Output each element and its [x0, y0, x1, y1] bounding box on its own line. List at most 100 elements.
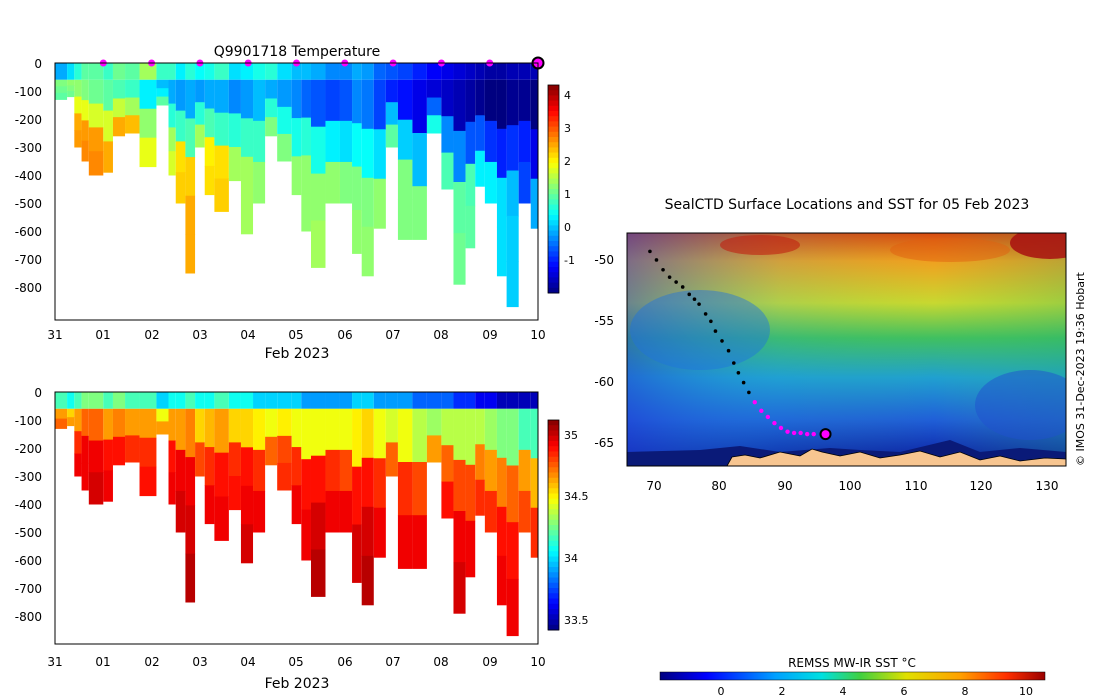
- profile-depth-cell: [453, 182, 466, 234]
- colorbar-swatch: [548, 199, 559, 206]
- profile-depth-cell: [385, 102, 398, 126]
- colorbar-swatch: [548, 561, 559, 568]
- colorbar-tick-label: 1: [564, 188, 571, 201]
- profile-surface-cell: [475, 63, 485, 80]
- profile-surface-cell: [506, 392, 519, 409]
- profile-depth-cell: [352, 123, 362, 168]
- profile-depth-cell: [465, 79, 476, 123]
- colorbar-swatch: [548, 137, 559, 143]
- colorbar-swatch: [548, 116, 559, 122]
- colorbar-swatch: [548, 525, 559, 531]
- colorbar-tick-label: 6: [901, 685, 908, 698]
- profile-depth-cell: [277, 79, 292, 108]
- profile-depth-cell: [277, 462, 292, 491]
- colorbar-swatch: [548, 267, 559, 273]
- profile-depth-cell: [195, 79, 205, 103]
- colorbar-swatch: [548, 189, 559, 195]
- colorbar-swatch: [548, 85, 559, 91]
- profile-depth-cell: [74, 431, 82, 455]
- profile-surface-cell: [325, 63, 340, 80]
- profile-depth-cell: [325, 449, 340, 492]
- colorbar-swatch: [548, 90, 559, 96]
- profile-surface-cell: [291, 392, 302, 409]
- colorbar-frame: [547, 419, 560, 631]
- profile-depth-cell: [240, 447, 254, 487]
- profile-surface-cell: [253, 392, 266, 409]
- profile-depth-cell: [240, 195, 254, 235]
- colorbar-swatch: [548, 540, 559, 547]
- y-tick-label: -400: [15, 169, 42, 183]
- track-point: [713, 329, 718, 333]
- colorbar-swatch: [548, 194, 559, 200]
- profile-depth-cell: [412, 79, 427, 134]
- colorbar-swatch: [548, 168, 559, 174]
- colorbar-tick-label: 3: [564, 122, 571, 135]
- profile-depth-cell: [465, 464, 476, 522]
- profile-depth-cell: [484, 490, 497, 533]
- track-point: [654, 258, 659, 262]
- y-tick-label: -100: [15, 414, 42, 428]
- profile-depth-cell: [67, 408, 75, 418]
- colorbar-swatch: [548, 178, 559, 185]
- profile-surface-cell: [475, 392, 485, 409]
- salinity-y-axis: 0 -100 -200 -300 -400 -500 -600 -700 -80…: [15, 386, 42, 624]
- profile-depth-cell: [339, 161, 353, 204]
- temperature-title: Q9901718 Temperature: [214, 44, 381, 60]
- profile-depth-cell: [112, 79, 126, 99]
- profile-depth-cell: [453, 233, 466, 285]
- profile-surface-cell: [156, 392, 169, 409]
- profile-depth-cell: [412, 186, 427, 240]
- profile-depth-cell: [88, 103, 104, 128]
- x-tick-label: 07: [385, 655, 400, 669]
- colorbar-swatch: [548, 451, 559, 458]
- profile-depth-cell: [253, 161, 266, 204]
- track-point: [726, 348, 731, 353]
- profile-depth-cell: [506, 170, 519, 217]
- track-point: [680, 285, 685, 289]
- profile-depth-cell: [441, 116, 454, 154]
- profile-depth-cell: [175, 141, 186, 173]
- temperature-panel: Q9901718 Temperature 0 -100 -200 -300 -4…: [15, 44, 575, 362]
- profile-depth-cell: [475, 150, 485, 187]
- y-tick-label: -600: [15, 225, 42, 239]
- profile-surface-cell: [125, 392, 140, 409]
- colorbar-swatch: [548, 183, 559, 190]
- warm-patch: [720, 235, 800, 255]
- colorbar-swatch: [548, 609, 559, 615]
- x-tick-label: 01: [95, 655, 110, 669]
- sst-colorbar-labels: 0 2 4 6 8 10: [718, 685, 1034, 698]
- profile-surface-cell: [352, 392, 362, 409]
- profile-depth-cell: [291, 79, 302, 119]
- profile-depth-cell: [214, 112, 229, 147]
- x-tick-label: 03: [192, 328, 207, 342]
- profile-depth-cell: [397, 199, 413, 240]
- profile-surface-cell: [310, 63, 326, 80]
- profile-surface-cell: [361, 392, 374, 409]
- colorbar-tick-label: 34: [564, 552, 578, 565]
- profile-depth-cell: [214, 496, 229, 541]
- profile-depth-cell: [412, 462, 427, 516]
- colorbar-swatch: [548, 504, 559, 510]
- profile-depth-cell: [81, 408, 89, 437]
- colorbar-swatch: [548, 209, 559, 216]
- profile-depth-cell: [301, 509, 311, 561]
- profile-depth-cell: [301, 117, 311, 156]
- colorbar-swatch: [548, 493, 559, 500]
- profile-depth-cell: [465, 163, 476, 207]
- profile-depth-cell: [156, 408, 169, 422]
- profile-depth-cell: [185, 457, 196, 506]
- profile-surface-cell: [277, 63, 292, 80]
- colorbar-swatch: [548, 241, 559, 247]
- profile-depth-cell: [185, 157, 196, 197]
- profile-depth-cell: [310, 79, 326, 128]
- track-point: [674, 280, 678, 284]
- profile-depth-cell: [361, 226, 374, 277]
- profile-depth-cell: [465, 121, 476, 165]
- x-tick-label: 120: [970, 479, 993, 493]
- colorbar-tick-label: 10: [1019, 685, 1033, 698]
- x-tick-label: 90: [777, 479, 792, 493]
- profile-surface-cell: [310, 392, 326, 409]
- colorbar-tick-label: -1: [564, 254, 575, 267]
- profile-depth-cell: [253, 490, 266, 533]
- profile-depth-cell: [175, 79, 186, 112]
